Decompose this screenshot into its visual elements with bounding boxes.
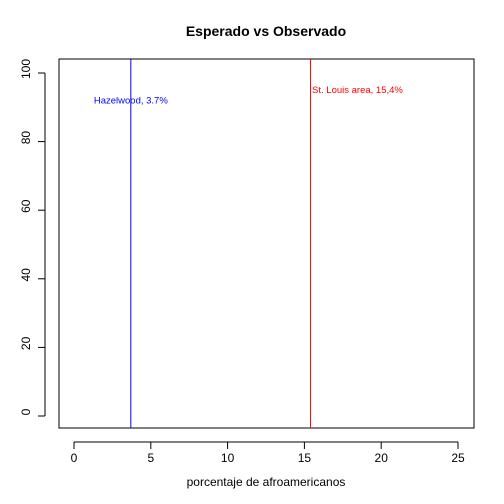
y-tick-label: 80 [19,131,33,145]
y-axis: 0 20 40 60 80 100 [19,59,46,417]
y-tick-label: 60 [19,199,33,213]
chart-title: Esperado vs Observado [186,23,346,39]
plot-frame [58,58,475,429]
x-axis-title: porcentaje de afroamericanos [187,475,346,489]
y-tick-label: 40 [19,268,33,282]
vline-label-2: St. Louis area, 15,4% [312,85,403,96]
x-tick-label: 15 [298,451,312,465]
x-tick-label: 10 [221,451,235,465]
x-tick-label: 20 [375,451,389,465]
vertical-lines: Hazelwood, 3.7% St. Louis area, 15,4% [94,59,403,428]
x-axis: 0 5 10 15 20 25 [71,441,465,465]
x-tick-label: 25 [451,451,465,465]
y-tick-label: 0 [19,408,33,415]
y-tick-label: 100 [19,59,33,79]
x-tick-label: 0 [71,451,78,465]
y-tick-label: 20 [19,336,33,350]
vline-label-1: Hazelwood, 3.7% [94,95,168,106]
x-tick-label: 5 [147,451,154,465]
